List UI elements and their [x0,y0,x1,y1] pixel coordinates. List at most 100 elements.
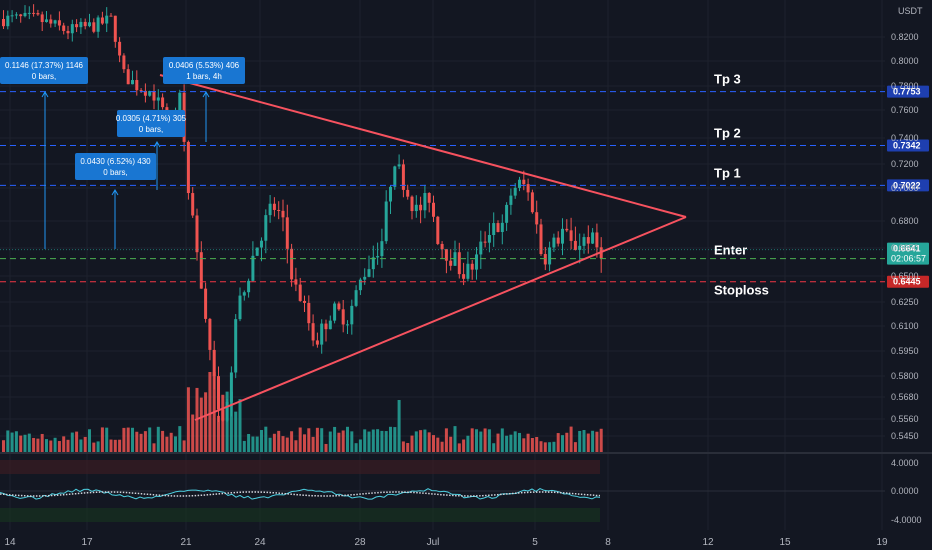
candle-body [539,224,543,255]
candle-body [122,55,126,70]
candle-body [449,260,453,266]
candle-body [552,237,556,248]
volume-bar [500,428,504,452]
volume-bar [350,431,354,452]
volume-bar [79,439,83,452]
volume-bar [118,439,122,452]
candle-body [363,276,367,280]
candle-body [341,309,345,325]
candle-body [131,80,134,85]
time-tick: 5 [532,537,538,548]
candle-body [156,97,160,101]
last-price: 0.6641 [893,244,921,254]
volume-bar [186,387,190,452]
candle-body [83,21,87,27]
volume-bar [242,440,246,452]
candle-body [247,280,251,293]
volume-bar [105,427,109,452]
volume-bar [307,428,311,452]
candle-body [105,15,109,24]
osc-tick: 0.0000 [891,486,919,496]
time-tick: 17 [81,537,93,548]
candle-body [152,91,156,101]
price-tag-bg [887,275,929,288]
volume-bar [92,442,96,452]
osc-band-bottom [0,508,600,522]
volume-bar [320,428,324,452]
level-label: Tp 2 [714,126,741,141]
volume-bar [135,431,139,452]
volume-bar [565,432,569,452]
candle-body [522,179,526,185]
volume-bar [492,443,496,452]
volume-bar [410,435,414,452]
volume-bar [337,432,341,452]
measure-box [0,57,88,84]
volume-bar [6,430,10,452]
volume-bar [32,437,36,452]
volume-bar [363,429,367,452]
candle-body [475,254,478,270]
candle-body [161,97,165,108]
price-tick: 0.7000 [891,183,919,193]
candle-body [427,193,431,203]
candle-body [2,19,5,27]
volume-bar [109,439,113,452]
volume-bar [346,426,349,452]
price-tick: 0.7400 [891,133,919,143]
osc-band-top [0,460,600,474]
volume-bar [376,429,380,452]
price-tick: 0.7200 [891,159,919,169]
measure-text-2: 0 bars, [139,125,163,134]
triangle-lower-line [194,216,687,421]
volume-bar [88,429,91,452]
level-label: Enter [714,243,747,258]
price-tag-bg [887,85,929,98]
candle-body [535,212,539,225]
candle-body [281,210,285,218]
volume-bar [444,428,448,452]
volume-bar [449,436,453,452]
candle-body [354,290,358,306]
candle-body [573,240,577,250]
volume-bar [479,431,483,452]
candle-body [315,340,319,345]
time-tick: 12 [702,537,714,548]
measure-text-2: 0 bars, [103,168,127,177]
candle-body [311,323,315,341]
osc-tick: -4.0000 [891,515,922,525]
volume-bar [530,437,534,452]
candle-body [320,323,324,345]
volume-bar [556,433,560,452]
price-tick: 0.7800 [891,81,919,91]
candle-body [324,323,328,330]
volume-bar [298,427,302,452]
volume-bar [552,441,556,452]
candle-body [92,22,96,32]
volume-bar [548,442,552,452]
candle-body [393,166,397,187]
candle-body [229,372,233,402]
candle-body [208,318,212,350]
price-tag: 0.7342 [893,141,921,151]
candle-body [66,30,70,34]
price-tick: 0.6500 [891,271,919,281]
volume-bar [333,426,337,452]
volume-bar [27,433,31,452]
candle-body [487,235,491,243]
candle-body [423,193,427,211]
candle-body [10,15,14,17]
volume-bar [191,414,195,452]
candle-body [492,223,496,236]
oscillator-pane [0,460,885,522]
volume-bar [371,429,375,452]
volume-bar [131,427,134,452]
time-tick: 28 [354,537,366,548]
measure-text-2: 0 bars, [32,72,56,81]
volume-bar [152,443,156,452]
volume-bar [83,436,87,452]
volume-bar [324,443,328,452]
volume-bar [440,441,444,452]
grid [0,0,932,530]
